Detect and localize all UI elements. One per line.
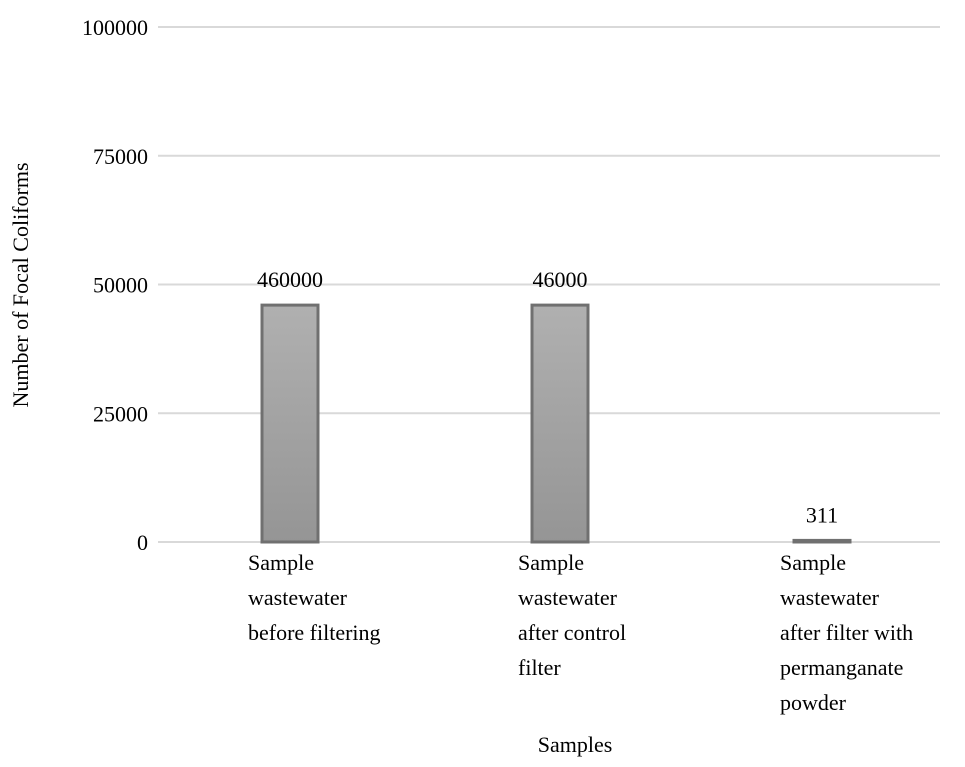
x-tick-label: Sample wastewater after control filter xyxy=(518,550,626,680)
x-tick-label-line: wastewater xyxy=(780,585,880,610)
x-tick-label-line: powder xyxy=(780,690,847,715)
data-label: 311 xyxy=(806,502,838,527)
y-tick-label: 100000 xyxy=(82,15,148,40)
x-tick-label-line: Sample xyxy=(780,550,846,575)
x-tick-label-line: wastewater xyxy=(518,585,618,610)
x-tick-label-line: wastewater xyxy=(248,585,348,610)
x-tick-label-line: after filter with xyxy=(780,620,913,645)
x-tick-label-line: permanganate xyxy=(780,655,903,680)
bar xyxy=(260,303,320,544)
x-tick-label-line: Sample xyxy=(248,550,314,575)
y-tick-label: 25000 xyxy=(93,401,148,426)
data-label: 460000 xyxy=(257,267,323,292)
y-tick-label: 75000 xyxy=(93,144,148,169)
x-tick-label-line: before filtering xyxy=(248,620,381,645)
bar xyxy=(792,538,852,544)
x-tick-label: Sample wastewater before filtering xyxy=(248,550,381,645)
bar xyxy=(530,303,590,544)
y-tick-label: 50000 xyxy=(93,273,148,298)
x-tick-label-line: after control xyxy=(518,620,626,645)
y-tick-label: 0 xyxy=(137,530,148,555)
data-label: 46000 xyxy=(533,267,588,292)
x-tick-label-line: Sample xyxy=(518,550,584,575)
x-tick-label-line: filter xyxy=(518,655,561,680)
y-axis-title: Number of Focal Coliforms xyxy=(8,162,33,407)
x-axis-title: Samples xyxy=(538,732,613,757)
x-tick-label: Sample wastewater after filter with permang… xyxy=(780,550,913,715)
